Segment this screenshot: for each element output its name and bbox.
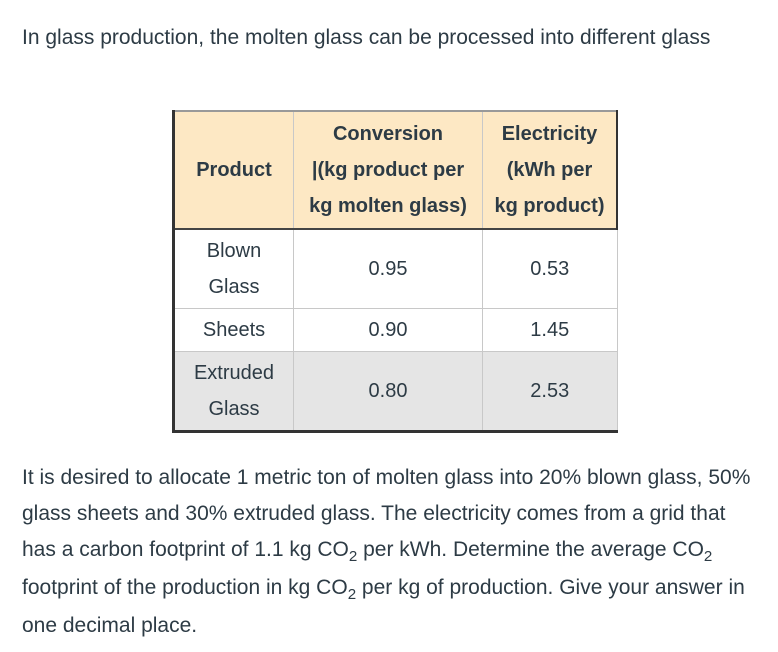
co2-subscript: 2 [348,547,358,565]
co2-subscript: 2 [703,547,713,565]
header-conversion: Conversion |(kg product per kg molten gl… [293,110,483,230]
conversion-cell: 0.90 [293,308,483,352]
question-part4: per kg of production. Give your answer i… [22,576,745,637]
header-electricity-line3: kg product) [494,195,605,217]
product-cell: Blown Glass [173,228,294,309]
product-name-line1: Blown [206,240,262,262]
header-product-label: Product [196,159,272,181]
question-part1: It is desired to allocate 1 metric ton o… [22,466,751,561]
product-name-line2: Glass [208,276,260,298]
intro-text: In glass production, the molten glass ca… [22,26,711,49]
header-electricity-line1: Electricity [501,123,598,145]
question-text: It is desired to allocate 1 metric ton o… [22,460,762,644]
product-cell: Sheets [173,308,294,352]
electricity-cell: 0.53 [482,228,618,309]
header-conversion-line2: |(kg product per [311,159,465,181]
product-cell: Extruded Glass [173,351,294,432]
table-header-row: Product Conversion |(kg product per kg m… [173,110,618,230]
question-part2: per kWh. Determine the average CO [357,538,704,561]
product-name-line2: Glass [208,398,260,420]
header-electricity: Electricity (kWh per kg product) [482,110,618,230]
conversion-cell: 0.80 [293,351,483,432]
question-part3: footprint of the production in kg CO [22,576,348,599]
electricity-cell: 2.53 [482,351,618,432]
header-conversion-line1: Conversion [332,123,444,145]
header-electricity-line2: (kWh per [506,159,593,181]
electricity-cell: 1.45 [482,308,618,352]
header-product: Product [173,110,294,230]
product-name-line1: Extruded [193,362,275,384]
glass-products-table: Product Conversion |(kg product per kg m… [172,110,618,433]
conversion-cell: 0.95 [293,228,483,309]
header-conversion-line3: kg molten glass) [309,195,467,217]
table-row: Extruded Glass 0.80 2.53 [173,351,618,432]
product-name-line1: Sheets [202,319,266,341]
table-row: Blown Glass 0.95 0.53 [173,228,618,309]
co2-subscript: 2 [347,585,357,603]
table-row: Sheets 0.90 1.45 [173,308,618,352]
